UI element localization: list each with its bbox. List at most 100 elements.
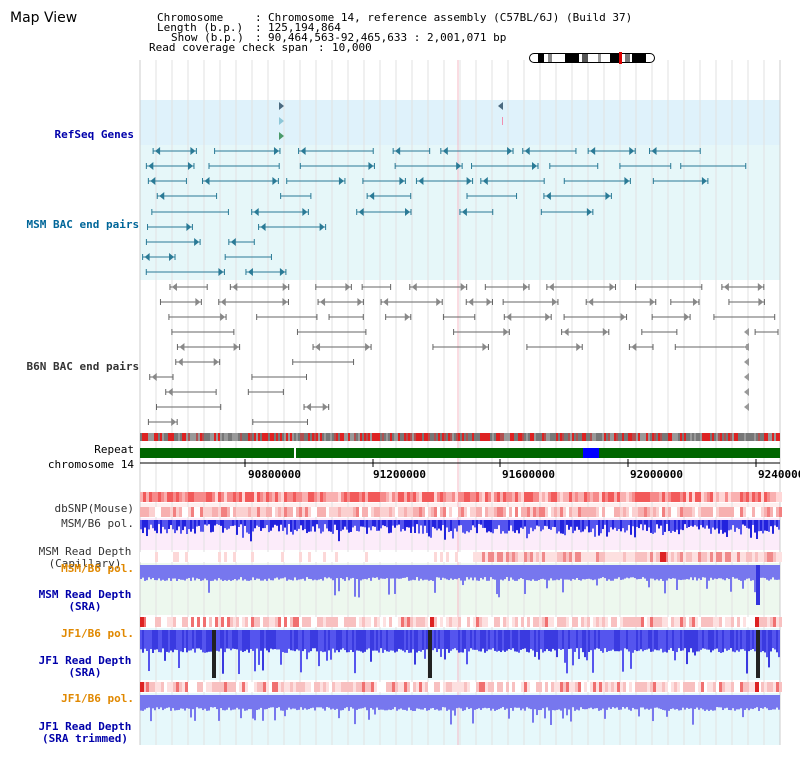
jf1-depth-trim-bar <box>218 695 220 721</box>
jf1-depth-trim-bar <box>626 695 628 708</box>
dbsnp-cell <box>488 492 491 502</box>
jf1-depth-trim-bar <box>522 695 524 709</box>
track-label-jf1-depth-trimmed[interactable]: JF1 Read Depth (SRA trimmed) <box>38 720 132 745</box>
msm-pol2-cell <box>611 552 614 562</box>
coverage-key: Read coverage check span <box>149 41 308 54</box>
track-label-jf1-b6-pol-2[interactable]: JF1/B6 pol. <box>61 692 134 705</box>
track-label-dbsnp[interactable]: dbSNP(Mouse) <box>54 502 134 515</box>
msm-depth-cap-bar <box>756 520 758 540</box>
jf1-depth-trim-bar <box>202 695 204 711</box>
jf1-depth-trim-bar <box>734 695 736 711</box>
jf1-pol-cell <box>593 617 596 627</box>
msm-pol2-cell <box>620 552 623 562</box>
msm-pol-cell <box>713 507 716 517</box>
repeat-block <box>350 433 352 441</box>
track-label-msm-bac[interactable]: MSM BAC end pairs <box>26 218 140 231</box>
jf1-depth-trim-bar <box>222 695 224 711</box>
msm-depth-sra-bar <box>226 565 228 581</box>
msm-depth-sra-bar <box>342 565 344 580</box>
msm-depth-sra-bar <box>552 565 554 581</box>
msm-pol2-cell <box>296 552 299 562</box>
dbsnp-cell <box>461 492 464 502</box>
msm-pol-cell <box>326 507 329 517</box>
msm-pol-cell <box>641 507 644 517</box>
jf1-depth-sra-bar <box>182 630 184 653</box>
jf1-pol-cell <box>551 617 554 627</box>
msm-depth-sra-bar <box>722 565 724 580</box>
jf1-pol-cell <box>539 617 542 627</box>
repeat-block <box>150 433 152 441</box>
dbsnp-cell <box>728 492 731 502</box>
jf1-pol-cell <box>497 617 500 627</box>
repeat-block <box>728 433 730 441</box>
track-label-msm-depth-capillary[interactable]: MSM Read Depth (Capillary) <box>38 545 132 570</box>
jf1-pol-cell <box>416 617 419 627</box>
msm-depth-cap-bar <box>478 520 480 525</box>
msm-depth-sra-bar <box>326 565 328 579</box>
msm-depth-cap-bar <box>286 520 288 535</box>
msm-depth-cap-bar <box>262 520 264 529</box>
track-label-jf1-b6-pol[interactable]: JF1/B6 pol. <box>61 627 134 640</box>
msm-pol2-cell <box>713 552 716 562</box>
jf1-pol2-cell <box>548 682 551 692</box>
jf1-depth-sra-bar <box>552 630 554 649</box>
jf1-depth-sra-bar <box>686 630 688 665</box>
msm-depth-cap-bar <box>216 520 218 525</box>
msm-pol-cell <box>413 507 416 517</box>
track-label-jf1-depth-sra[interactable]: JF1 Read Depth (SRA) <box>38 654 132 679</box>
msm-depth-cap-bar <box>664 520 666 532</box>
msm-depth-cap-bar <box>556 520 558 534</box>
msm-depth-sra-bar <box>352 565 354 578</box>
jf1-pol2-cell <box>611 682 614 692</box>
jf1-depth-sra-bar <box>588 630 590 652</box>
msm-depth-sra-bar <box>690 565 692 578</box>
msm-bac-end <box>531 162 537 170</box>
repeat-block <box>504 433 506 441</box>
repeat-block <box>154 433 156 441</box>
repeat-block <box>422 433 424 441</box>
msm-depth-cap-bar <box>152 520 154 529</box>
jf1-depth-trim-bar <box>702 695 704 710</box>
track-label-chromosome[interactable]: chromosome 14 <box>47 458 134 471</box>
jf1-pol2-cell <box>662 682 665 692</box>
track-label-b6n-bac[interactable]: B6N BAC end pairs <box>26 360 140 373</box>
jf1-depth-trim-bar <box>498 695 500 710</box>
jf1-pol-cell <box>284 617 287 627</box>
track-label-msm-b6-pol[interactable]: MSM/B6 pol. <box>61 517 134 530</box>
msm-pol-cell <box>302 507 305 517</box>
repeat-block <box>180 433 182 441</box>
repeat-block <box>190 433 192 441</box>
repeat-block <box>348 433 350 441</box>
dbsnp-cell <box>374 492 377 502</box>
jf1-depth-trim-bar <box>174 695 176 711</box>
repeat-block <box>356 433 358 441</box>
jf1-pol-cell <box>590 617 593 627</box>
jf1-depth-trim-bar <box>542 695 544 709</box>
jf1-depth-trim-bar <box>274 695 276 721</box>
jf1-depth-sra-bar <box>660 630 662 649</box>
repeat-block <box>654 433 656 441</box>
track-label-msm-b6-pol-2[interactable]: MSM/B6 pol. <box>61 562 134 575</box>
msm-depth-sra-bar <box>386 565 388 579</box>
repeat-block <box>424 433 426 441</box>
msm-pol2-cell <box>200 552 203 562</box>
jf1-pol-cell <box>311 617 314 627</box>
msm-pol-cell <box>218 507 221 517</box>
jf1-depth-trim-bar <box>162 695 164 711</box>
chromosome-ideogram[interactable] <box>529 52 655 64</box>
track-label-msm-depth-sra[interactable]: MSM Read Depth (SRA) <box>38 588 132 613</box>
jf1-depth-trim-bar <box>258 695 260 710</box>
track-label-refseq[interactable]: RefSeq Genes <box>54 128 134 141</box>
repeat-block <box>410 433 412 441</box>
msm-depth-cap-bar <box>486 520 488 533</box>
jf1-pol2-cell <box>497 682 500 692</box>
dbsnp-cell <box>464 492 467 502</box>
jf1-depth-sra-bar <box>196 630 198 649</box>
msm-pol2-cell <box>728 552 731 562</box>
track-label-repeat[interactable]: Repeat <box>94 443 134 456</box>
jf1-pol-cell <box>623 617 626 627</box>
jf1-depth-sra-bar <box>678 630 680 649</box>
repeat-block <box>302 433 304 441</box>
jf1-pol-cell <box>491 617 494 627</box>
b6n-bac-end <box>482 343 488 351</box>
